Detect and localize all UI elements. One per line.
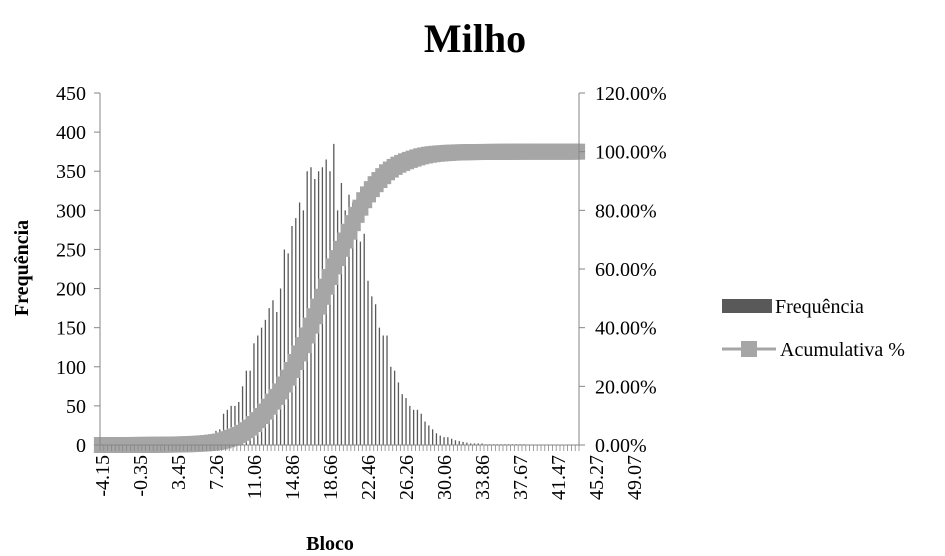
legend-swatch-frequencia (722, 299, 772, 313)
x-tick-label: 41.47 (548, 455, 570, 500)
y2-tick-label: 80.00% (595, 200, 657, 222)
cumulative-polyline (101, 150, 578, 447)
legend-label-acumulativa: Acumulativa % (780, 339, 905, 361)
chart-title: Milho (424, 16, 526, 61)
x-axis-title: Bloco (306, 533, 354, 555)
legend-label-frequencia: Frequência (775, 296, 864, 318)
y2-tick-label: 100.00% (595, 142, 667, 164)
x-tick-label: 11.06 (244, 455, 266, 499)
x-tick-label: 30.06 (434, 455, 456, 500)
y-tick-label: 450 (56, 83, 86, 105)
y-tick-label: 200 (56, 279, 86, 301)
y2-axis-ticks: 0.00% 20.00% 40.00% 60.00% 80.00% 100.00% 120.… (579, 83, 667, 457)
cumulative-marker-125 (569, 143, 586, 160)
frequency-bars (131, 143, 525, 445)
y2-tick-label: 120.00% (595, 83, 667, 105)
x-tick-label: 49.07 (624, 455, 646, 500)
y-axis-title: Frequência (11, 220, 33, 316)
x-tick-label: 33.86 (472, 455, 494, 500)
x-tick-label: 26.26 (396, 455, 418, 500)
y-axis-ticks: 0 50 100 150 200 250 300 350 400 450 (56, 83, 100, 457)
y-tick-label: 350 (56, 161, 86, 183)
legend: Frequência Acumulativa % (722, 296, 905, 361)
x-axis-ticks: -4.15 -0.35 3.45 7.26 11.06 14.86 18.66 22.46 26… (92, 445, 646, 500)
x-tick-label: 14.86 (282, 455, 304, 500)
y-tick-label: 150 (56, 318, 86, 340)
x-tick-label: 18.66 (320, 455, 342, 500)
y-tick-label: 300 (56, 200, 86, 222)
y2-tick-label: 0.00% (595, 435, 647, 457)
x-tick-label: 22.46 (358, 455, 380, 500)
x-tick-label: 45.27 (586, 455, 608, 500)
y-tick-label: 250 (56, 239, 86, 261)
y2-tick-label: 40.00% (595, 318, 657, 340)
x-tick-label: 37.67 (510, 455, 532, 500)
y-tick-label: 0 (76, 435, 86, 457)
y-tick-label: 400 (56, 122, 86, 144)
x-tick-label: 7.26 (206, 455, 228, 490)
y-tick-label: 50 (66, 396, 86, 418)
x-tick-label: -4.15 (92, 455, 114, 497)
x-tick-label: 3.45 (168, 455, 190, 490)
cumulative-line (93, 143, 586, 453)
x-tick-label: -0.35 (130, 455, 152, 497)
y2-tick-label: 60.00% (595, 259, 657, 281)
y-tick-label: 100 (56, 357, 86, 379)
y2-tick-label: 20.00% (595, 376, 657, 398)
legend-swatch-acumulativa-marker (741, 341, 757, 357)
